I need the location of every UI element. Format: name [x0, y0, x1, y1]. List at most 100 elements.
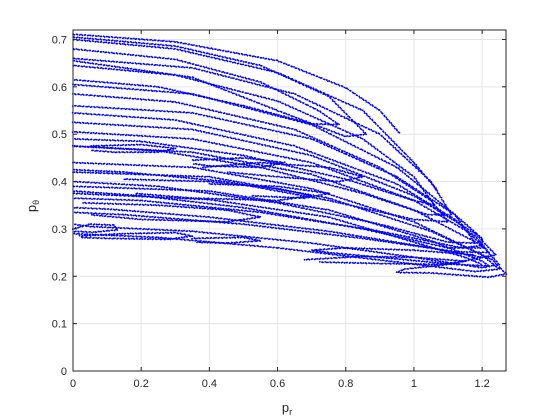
data-point	[247, 92, 249, 95]
data-point	[410, 162, 412, 164]
data-point	[133, 184, 136, 187]
data-point	[156, 64, 159, 66]
data-point	[211, 68, 214, 71]
data-point	[323, 230, 326, 232]
data-point	[275, 99, 278, 102]
data-point	[94, 63, 97, 65]
data-point	[417, 233, 420, 236]
data-point	[340, 99, 342, 102]
data-point	[418, 238, 421, 241]
data-point	[154, 39, 157, 42]
data-point	[125, 209, 128, 212]
data-point	[351, 234, 354, 236]
data-point	[137, 98, 140, 100]
data-point	[123, 41, 125, 43]
data-point	[306, 122, 308, 125]
data-point	[121, 107, 123, 110]
data-point	[97, 50, 100, 53]
data-point	[131, 43, 134, 46]
data-point	[330, 230, 333, 233]
data-point	[123, 107, 125, 110]
data-point	[312, 106, 314, 109]
data-point	[124, 43, 127, 46]
data-point	[250, 118, 252, 121]
data-point	[205, 108, 207, 111]
data-point	[172, 100, 175, 103]
data-point	[457, 222, 460, 225]
data-point	[320, 210, 323, 213]
data-point	[89, 138, 92, 141]
data-point	[98, 132, 101, 135]
data-point	[242, 133, 244, 136]
data-point	[173, 198, 176, 201]
data-point	[172, 127, 174, 130]
data-point	[365, 140, 368, 143]
data-point	[361, 109, 364, 112]
data-point	[113, 68, 116, 70]
data-point	[196, 45, 198, 47]
data-point	[396, 144, 398, 147]
data-point	[402, 229, 405, 232]
data-point	[222, 194, 225, 197]
data-point	[215, 217, 217, 219]
data-point	[192, 204, 195, 207]
data-point	[265, 188, 268, 191]
data-point	[118, 133, 120, 136]
data-point	[132, 97, 135, 100]
data-point	[347, 142, 350, 145]
data-point	[443, 207, 445, 209]
data-point	[186, 62, 189, 64]
data-point	[359, 96, 361, 99]
data-point	[399, 228, 402, 231]
data-point	[189, 204, 192, 207]
data-point	[272, 223, 274, 226]
data-point	[337, 83, 340, 86]
data-point	[337, 104, 340, 107]
data-point	[217, 217, 220, 220]
data-point	[202, 81, 205, 84]
data-point	[229, 60, 232, 63]
data-point	[317, 90, 320, 93]
data-point	[319, 123, 321, 126]
data-point	[419, 240, 422, 243]
data-point	[226, 130, 228, 133]
data-point	[98, 114, 101, 116]
data-point	[101, 181, 104, 184]
data-point	[169, 119, 172, 121]
data-point	[222, 75, 225, 77]
data-point	[118, 198, 120, 201]
data-point	[388, 121, 391, 124]
data-point	[124, 87, 127, 90]
data-point	[94, 67, 96, 69]
data-point	[124, 61, 127, 64]
data-point	[83, 58, 86, 61]
data-point	[172, 111, 174, 113]
data-point	[184, 128, 187, 131]
data-point	[311, 208, 313, 211]
data-point	[359, 159, 361, 162]
data-point	[159, 90, 162, 93]
data-point	[154, 56, 157, 59]
data-point	[426, 177, 429, 180]
data-point	[332, 159, 335, 162]
data-point	[418, 190, 421, 193]
data-point	[388, 120, 391, 123]
data-point	[227, 194, 230, 197]
data-point	[426, 214, 429, 216]
data-point	[308, 219, 311, 222]
data-point	[260, 103, 263, 106]
data-point	[340, 107, 343, 110]
data-point	[133, 134, 136, 137]
data-point	[200, 65, 203, 68]
data-point	[228, 204, 230, 207]
data-point	[436, 238, 439, 241]
data-point	[126, 116, 128, 118]
data-point	[255, 94, 257, 97]
data-point	[119, 52, 122, 55]
data-point	[397, 150, 400, 152]
data-point	[393, 181, 395, 184]
data-point	[262, 121, 265, 123]
data-point	[396, 163, 398, 166]
data-point	[159, 57, 162, 59]
data-point	[254, 126, 256, 128]
